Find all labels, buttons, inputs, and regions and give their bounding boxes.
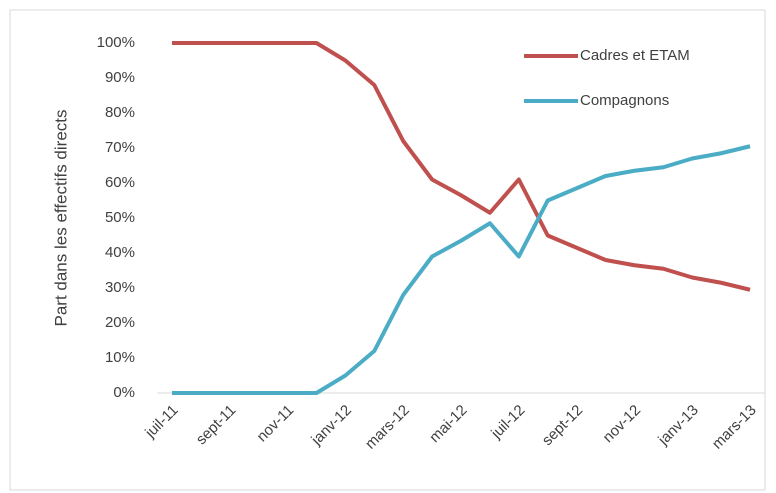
y-tick-label: 30% [105,279,135,296]
y-tick-label: 100% [97,34,135,51]
y-tick-label: 20% [105,314,135,331]
y-tick-label: 10% [105,349,135,366]
y-tick-label: 70% [105,139,135,156]
y-tick-label: 50% [105,209,135,226]
y-axis-label: Part dans les effectifs directs [51,109,70,326]
y-tick-label: 40% [105,244,135,261]
series-line [171,144,751,395]
chart-border [9,9,766,491]
y-tick-label: 0% [113,384,135,401]
legend-label: Cadres et ETAM [580,47,690,64]
series-line [171,41,751,292]
y-tick-label: 80% [105,104,135,121]
y-tick-label: 60% [105,174,135,191]
legend-label: Compagnons [580,92,669,109]
y-tick-label: 90% [105,69,135,86]
